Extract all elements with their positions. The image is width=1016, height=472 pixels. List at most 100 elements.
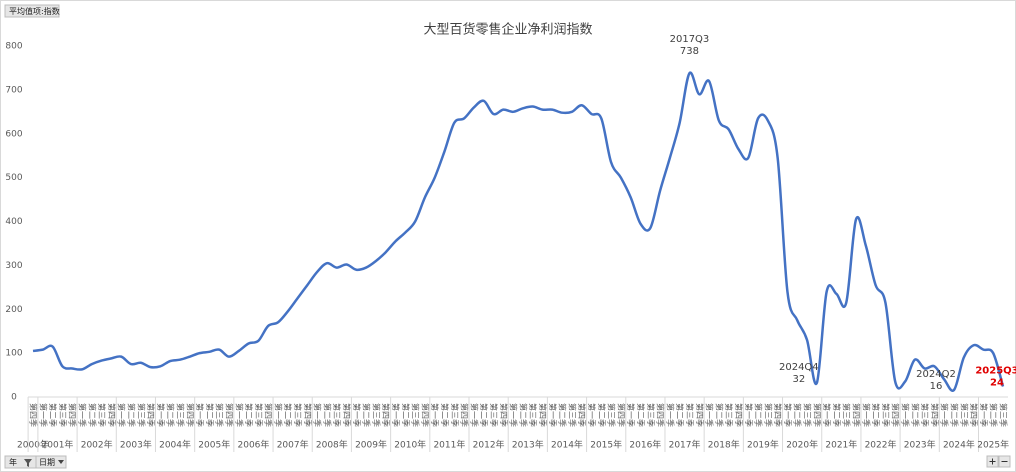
quarter-label: 第三季 — [685, 403, 695, 427]
quarter-label: 第二季 — [871, 403, 881, 427]
quarter-label: 第四季 — [224, 403, 234, 427]
quarter-label: 第三季 — [215, 403, 225, 427]
quarter-label: 第三季 — [567, 403, 577, 427]
quarter-label: 第一季 — [273, 403, 283, 427]
quarter-label: 第三季 — [97, 403, 107, 427]
quarter-label: 第二季 — [675, 403, 685, 427]
quarter-label: 第四季 — [930, 403, 940, 427]
quarter-label: 第一季 — [313, 403, 323, 427]
quarter-label: 第一季 — [665, 403, 675, 427]
annotation-label: 2024Q4 — [779, 362, 819, 373]
quarter-label: 第二季 — [283, 403, 293, 427]
quarter-label: 第三季 — [920, 403, 930, 427]
annotation-label: 2024Q2 — [916, 369, 956, 380]
value-field-label: 平均值项:指数 — [9, 6, 60, 16]
quarter-label: 第三季 — [763, 403, 773, 427]
quarter-label: 第二季 — [714, 403, 724, 427]
quarter-label: 第一季 — [234, 403, 244, 427]
quarter-label: 第一季 — [979, 403, 989, 427]
year-label: 2010年 — [394, 439, 426, 451]
quarter-label: 第二季 — [48, 403, 58, 427]
quarter-label: 第三季 — [803, 403, 813, 427]
quarter-label: 第四季 — [303, 403, 313, 427]
quarter-label: 第一季 — [195, 403, 205, 427]
quarter-label: 第三季 — [607, 403, 617, 427]
quarter-label: 第二季 — [910, 403, 920, 427]
quarter-label: 第四季 — [812, 403, 822, 427]
filter-icon — [24, 459, 32, 467]
quarter-label: 第三季 — [175, 403, 185, 427]
annotation-value: 738 — [680, 46, 699, 57]
y-tick-label: 600 — [5, 129, 22, 139]
quarter-label: 第四季 — [616, 403, 626, 427]
y-tick-label: 0 — [11, 393, 17, 403]
year-label: 2023年 — [904, 439, 936, 451]
quarter-label: 第二季 — [558, 403, 568, 427]
quarter-label: 第四季 — [68, 403, 78, 427]
quarter-label: 第四季 — [773, 403, 783, 427]
plus-icon — [989, 458, 996, 465]
quarter-label: 第四季 — [734, 403, 744, 427]
quarter-label: 第一季 — [705, 403, 715, 427]
quarter-label: 第一季 — [940, 403, 950, 427]
y-tick-label: 100 — [5, 349, 22, 359]
year-label: 2001年 — [42, 439, 74, 451]
quarter-label: 第三季 — [293, 403, 303, 427]
year-label: 2004年 — [159, 439, 191, 451]
row-field-button[interactable] — [35, 455, 67, 469]
quarter-label: 第一季 — [587, 403, 597, 427]
quarter-label: 第四季 — [342, 403, 352, 427]
quarter-label: 第二季 — [126, 403, 136, 427]
year-label: 2013年 — [512, 439, 544, 451]
y-tick-label: 400 — [5, 217, 22, 227]
year-label: 2014年 — [551, 439, 583, 451]
row-field-label: 日期 — [39, 458, 55, 467]
y-tick-label: 500 — [5, 173, 22, 183]
year-label: 2003年 — [120, 439, 152, 451]
quarter-label: 第三季 — [254, 403, 264, 427]
quarter-label: 第三季 — [136, 403, 146, 427]
quarter-label: 第四季 — [264, 403, 274, 427]
quarter-label: 第四季 — [107, 403, 117, 427]
year-label: 2018年 — [708, 439, 740, 451]
quarter-label: 第四季 — [577, 403, 587, 427]
quarter-label: 第二季 — [322, 403, 332, 427]
quarter-label: 第二季 — [754, 403, 764, 427]
series-line — [32, 71, 1005, 392]
quarter-label: 第一季 — [156, 403, 166, 427]
quarter-label: 第一季 — [77, 403, 87, 427]
quarter-label: 第三季 — [332, 403, 342, 427]
year-label: 2015年 — [590, 439, 622, 451]
year-label: 2024年 — [943, 439, 975, 451]
quarter-label: 第二季 — [205, 403, 215, 427]
year-label: 2017年 — [669, 439, 701, 451]
quarter-label: 第三季 — [646, 403, 656, 427]
quarter-label: 第二季 — [793, 403, 803, 427]
annotation-value: 24 — [990, 377, 1004, 388]
annotation-value: 16 — [930, 381, 943, 392]
quarter-label: 第二季 — [950, 403, 960, 427]
y-tick-label: 300 — [5, 261, 22, 271]
year-label: 2011年 — [433, 439, 465, 451]
quarter-label: 第一季 — [430, 403, 440, 427]
quarter-label: 第二季 — [479, 403, 489, 427]
chart-title: 大型百货零售企业净利润指数 — [423, 22, 592, 38]
quarter-label: 第四季 — [538, 403, 548, 427]
quarter-label: 第一季 — [352, 403, 362, 427]
quarter-label: 第二季 — [87, 403, 97, 427]
year-label: 2019年 — [747, 439, 779, 451]
annotation-value: 32 — [792, 374, 805, 385]
year-label: 2000年 — [17, 439, 49, 451]
quarter-label: 第一季 — [38, 403, 48, 427]
quarter-label: 第四季 — [460, 403, 470, 427]
quarter-label: 第一季 — [783, 403, 793, 427]
year-label: 2020年 — [786, 439, 818, 451]
quarter-label: 第一季 — [861, 403, 871, 427]
quarter-label: 第二季 — [518, 403, 528, 427]
year-label: 2021年 — [825, 439, 857, 451]
value-field-button[interactable] — [4, 4, 60, 18]
quarter-label: 第三季 — [450, 403, 460, 427]
